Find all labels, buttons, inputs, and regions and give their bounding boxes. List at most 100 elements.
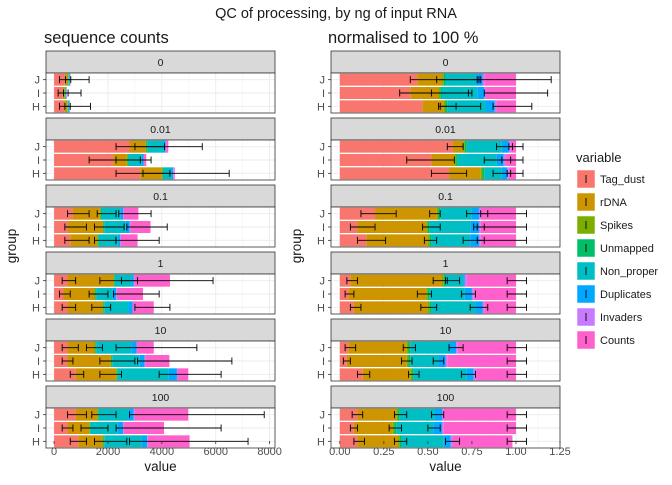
group-label-counts-10-I: I [37, 356, 40, 368]
group-label-norm-100-H: H [317, 436, 325, 448]
bar-segment-norm-100-J-rdna [357, 409, 396, 421]
x-tick-label-norm-4: 1.00 [505, 446, 526, 458]
bar-segment-norm-10-I-invaders [446, 355, 448, 367]
x-tick-label-norm-1: 0.25 [373, 446, 394, 458]
group-label-counts-1-I: I [37, 289, 40, 301]
group-label-counts-0-H: H [32, 101, 40, 113]
facet-label-norm-10: 10 [440, 325, 452, 337]
group-label-counts-0.1-I: I [37, 222, 40, 234]
group-label-counts-0.01-H: H [32, 168, 40, 180]
group-label-norm-0.01-J: J [320, 142, 326, 154]
bar-segment-norm-1-I-non_proper [430, 288, 465, 300]
x-tick-label-norm-0: 0.00 [329, 446, 350, 458]
bar-segment-norm-10-J-non_proper [410, 342, 449, 354]
x-axis-label-counts: value [144, 459, 176, 474]
bar-segment-norm-1-H-non_proper [431, 301, 475, 313]
group-label-counts-0.1-J: J [35, 209, 41, 221]
x-tick-label-counts-0: 0 [51, 446, 57, 458]
group-label-counts-0.01-I: I [37, 155, 40, 167]
bar-segment-norm-1-J-duplicates [463, 275, 465, 287]
bar-segment-norm-0-H-tag_dust [340, 100, 423, 112]
group-label-norm-10-J: J [320, 343, 326, 355]
facet-label-counts-100: 100 [152, 392, 170, 404]
bar-segment-norm-1-J-rdna [350, 275, 442, 287]
facet-label-norm-1: 1 [443, 258, 449, 270]
group-label-norm-0.1-H: H [317, 235, 325, 247]
group-label-counts-10-H: H [32, 369, 40, 381]
x-tick-label-counts-3: 6000 [203, 446, 227, 458]
legend-label-duplicates: Duplicates [600, 289, 652, 301]
bar-segment-norm-0-J-tag_dust [340, 74, 418, 86]
bar-segment-norm-10-I-rdna [347, 355, 407, 367]
bar-segment-norm-1-H-rdna [354, 301, 428, 313]
group-label-counts-0.01-J: J [35, 142, 41, 154]
facet-label-counts-10: 10 [155, 325, 167, 337]
group-label-counts-100-I: I [37, 423, 40, 435]
legend-label-invaders: Invaders [600, 312, 643, 324]
facet-label-norm-0.01: 0.01 [435, 124, 456, 136]
bar-segment-norm-100-I-counts [444, 422, 516, 434]
panel-subtitle-norm: normalised to 100 % [328, 29, 479, 47]
facet-label-counts-1: 1 [158, 258, 164, 270]
bar-segment-norm-1-I-rdna [349, 288, 427, 300]
facet-label-counts-0.01: 0.01 [150, 124, 171, 136]
bar-segment-counts-1-H-invaders [132, 301, 133, 313]
group-label-counts-1-H: H [32, 302, 40, 314]
group-label-norm-0.01-I: I [322, 155, 325, 167]
bar-segment-norm-100-I-rdna [354, 422, 393, 434]
x-tick-label-norm-3: 0.75 [461, 446, 482, 458]
legend-label-non_proper: Non_proper [600, 266, 658, 278]
y-axis-label-norm: group [289, 229, 304, 264]
group-label-counts-10-J: J [35, 343, 41, 355]
legend-label-spikes: Spikes [600, 220, 634, 232]
x-tick-label-norm-2: 0.50 [417, 446, 438, 458]
x-tick-label-counts-2: 4000 [150, 446, 174, 458]
bar-segment-norm-0.01-I-unmapped [456, 154, 458, 166]
bar-segment-norm-0.01-H-spikes [481, 167, 483, 179]
group-label-counts-0.1-H: H [32, 235, 40, 247]
x-tick-label-norm-5: 1.25 [549, 446, 570, 458]
bar-segment-norm-0.01-J-unmapped [465, 141, 467, 153]
legend-label-tag_dust: Tag_dust [600, 174, 645, 186]
facet-label-counts-0: 0 [158, 57, 164, 69]
bar-segment-norm-10-I-counts [447, 355, 516, 367]
bar-segment-norm-10-H-non_proper [414, 368, 467, 380]
legend-label-rdna: rDNA [600, 197, 628, 209]
group-label-norm-1-I: I [322, 289, 325, 301]
chart-title: QC of processing, by ng of input RNA [215, 6, 457, 22]
group-label-counts-0-J: J [35, 75, 41, 87]
bar-segment-norm-0.01-H-unmapped [482, 167, 484, 179]
facet-label-counts-0.1: 0.1 [153, 191, 168, 203]
x-tick-label-counts-1: 2000 [96, 446, 120, 458]
group-label-norm-0.1-J: J [320, 209, 326, 221]
group-label-norm-100-I: I [322, 423, 325, 435]
facet-label-norm-0: 0 [443, 57, 449, 69]
bar-segment-norm-0.01-J-tag_dust [340, 141, 453, 153]
legend-title: variable [576, 150, 622, 165]
bar-segment-norm-100-J-counts [444, 409, 516, 421]
group-label-norm-10-I: I [322, 356, 325, 368]
group-label-norm-10-H: H [317, 369, 325, 381]
group-label-counts-1-J: J [35, 276, 41, 288]
y-axis-label-counts: group [4, 229, 19, 264]
facet-label-norm-0.1: 0.1 [438, 191, 453, 203]
group-label-norm-0.01-H: H [317, 168, 325, 180]
legend-label-unmapped: Unmapped [600, 243, 654, 255]
legend-label-counts: Counts [600, 335, 635, 347]
group-label-norm-0-I: I [322, 88, 325, 100]
group-label-norm-1-H: H [317, 302, 325, 314]
bar-segment-norm-1-J-invaders [465, 275, 467, 287]
facet-label-norm-100: 100 [437, 392, 455, 404]
group-label-norm-0-H: H [317, 101, 325, 113]
x-tick-label-counts-4: 8000 [257, 446, 281, 458]
bar-segment-norm-100-I-invaders [442, 422, 444, 434]
group-label-counts-100-H: H [32, 436, 40, 448]
bar-segment-norm-10-J-rdna [349, 342, 407, 354]
bar-segment-norm-0-I-duplicates [477, 87, 484, 99]
bar-segment-counts-1-H-duplicates [128, 301, 132, 313]
group-label-norm-1-J: J [320, 276, 326, 288]
group-label-norm-100-J: J [320, 410, 326, 422]
group-label-counts-0-I: I [37, 88, 40, 100]
